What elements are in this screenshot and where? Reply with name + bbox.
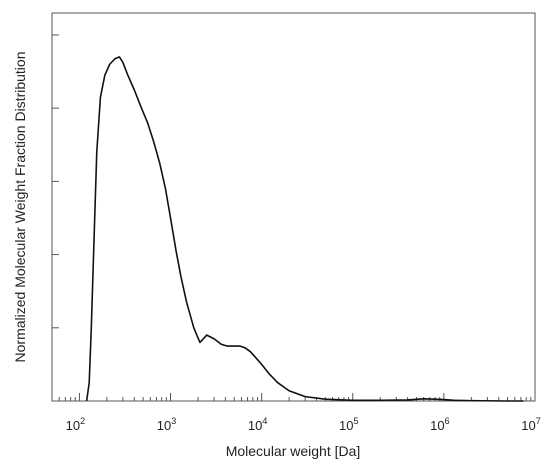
x-tick-label-exponent: 7 [536, 416, 541, 426]
x-tick-label-exponent: 4 [262, 416, 267, 426]
x-tick-label-base: 10 [248, 418, 262, 433]
x-tick-label: 102 [66, 416, 85, 433]
x-tick-label: 103 [157, 416, 176, 433]
plot-area-frame [51, 12, 536, 402]
x-tick-label: 107 [521, 416, 540, 433]
x-tick-label-exponent: 2 [80, 416, 85, 426]
x-tick-label-base: 10 [66, 418, 80, 433]
x-tick-label-base: 10 [521, 418, 535, 433]
y-axis-label: Normalized Molecular Weight Fraction Dis… [12, 52, 28, 363]
x-axis-tick-labels: 102 103 104 105 106 107 [66, 416, 541, 433]
y-axis-ticks [52, 34, 59, 402]
x-tick-label-base: 10 [430, 418, 444, 433]
x-tick-label: 104 [248, 416, 267, 433]
x-tick-label-exponent: 3 [171, 416, 176, 426]
x-tick-label-base: 10 [157, 418, 171, 433]
x-tick-label-exponent: 6 [445, 416, 450, 426]
x-axis-label: Molecular weight [Da] [226, 443, 361, 459]
x-tick-label-base: 10 [339, 418, 353, 433]
x-tick-label: 105 [339, 416, 358, 433]
x-tick-label-exponent: 5 [353, 416, 358, 426]
x-tick-label: 106 [430, 416, 449, 433]
distribution-curve [85, 56, 524, 402]
